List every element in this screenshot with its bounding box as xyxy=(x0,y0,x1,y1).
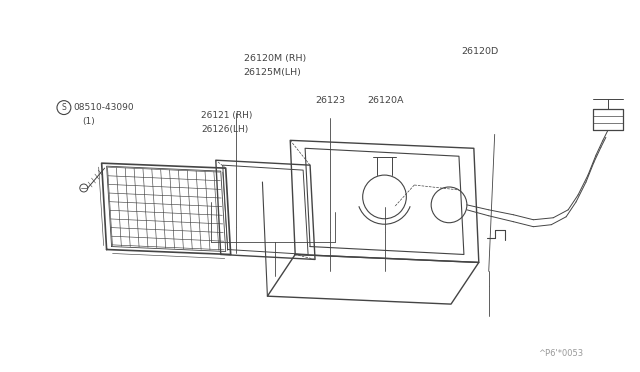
Text: 08510-43090: 08510-43090 xyxy=(74,103,134,112)
Text: (1): (1) xyxy=(82,117,95,126)
Text: 26120D: 26120D xyxy=(461,46,498,55)
Text: 26121 (RH): 26121 (RH) xyxy=(201,111,252,120)
Text: 26123: 26123 xyxy=(315,96,345,105)
Text: 26120M (RH): 26120M (RH) xyxy=(244,54,306,64)
Text: ^P6'*0053: ^P6'*0053 xyxy=(538,349,584,358)
Text: S: S xyxy=(61,103,67,112)
Text: 26125M(LH): 26125M(LH) xyxy=(244,68,301,77)
Text: 26120A: 26120A xyxy=(367,96,404,105)
Text: 26126(LH): 26126(LH) xyxy=(201,125,248,134)
